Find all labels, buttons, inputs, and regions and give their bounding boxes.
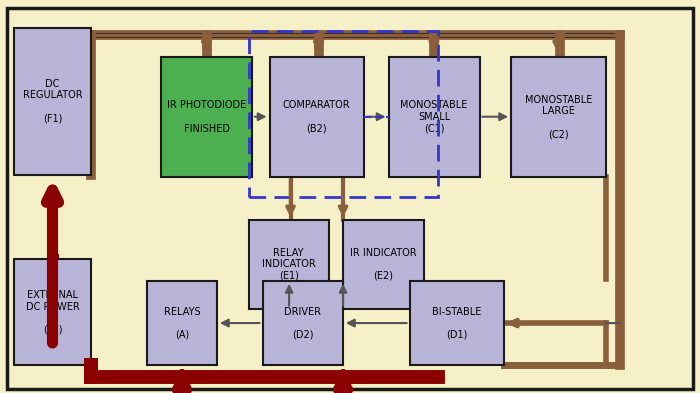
FancyBboxPatch shape (511, 57, 606, 177)
Text: MONOSTABLE
SMALL
(C1): MONOSTABLE SMALL (C1) (400, 100, 468, 134)
Text: BI-STABLE

(D1): BI-STABLE (D1) (432, 307, 482, 340)
FancyBboxPatch shape (270, 57, 364, 177)
FancyBboxPatch shape (161, 57, 252, 177)
FancyBboxPatch shape (262, 281, 343, 365)
FancyBboxPatch shape (7, 8, 693, 389)
FancyBboxPatch shape (343, 220, 424, 309)
FancyBboxPatch shape (248, 220, 329, 309)
Text: IR PHOTODIODE

FINISHED: IR PHOTODIODE FINISHED (167, 100, 246, 134)
Text: IR INDICATOR

(E2): IR INDICATOR (E2) (350, 248, 416, 281)
FancyBboxPatch shape (389, 57, 480, 177)
Text: COMPARATOR

(B2): COMPARATOR (B2) (283, 100, 351, 134)
FancyBboxPatch shape (410, 281, 504, 365)
FancyBboxPatch shape (14, 259, 91, 365)
Text: RELAYS

(A): RELAYS (A) (164, 307, 200, 340)
Text: EXTERNAL
DC POWER

(F2): EXTERNAL DC POWER (F2) (26, 290, 79, 335)
FancyBboxPatch shape (147, 281, 217, 365)
Text: DC
REGULATOR

(F1): DC REGULATOR (F1) (22, 79, 83, 123)
FancyBboxPatch shape (14, 28, 91, 175)
Text: MONOSTABLE
LARGE

(C2): MONOSTABLE LARGE (C2) (524, 95, 592, 139)
Text: DRIVER

(D2): DRIVER (D2) (284, 307, 321, 340)
Text: RELAY
INDICATOR
(E1): RELAY INDICATOR (E1) (262, 248, 316, 281)
